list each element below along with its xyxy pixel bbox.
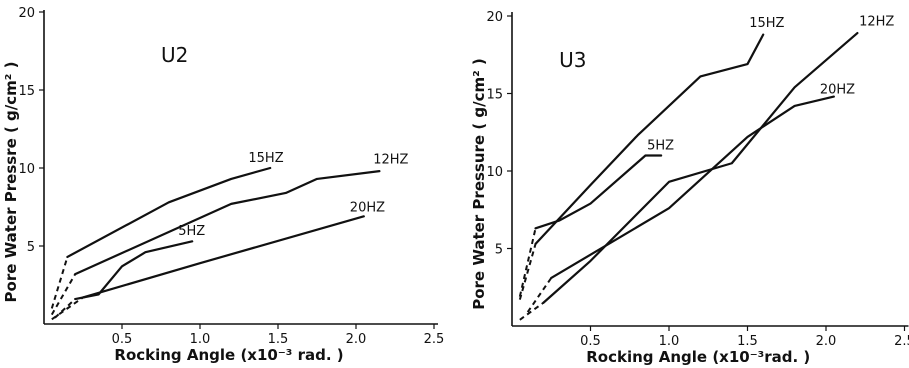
panel-1-y-tick-label: 5 [27, 240, 35, 255]
panel-1-series-2-label: 12HZ [373, 152, 408, 167]
panel-2-series-1-label: 15HZ [749, 16, 784, 31]
panel-1-series-3-dashed-segment [54, 298, 76, 319]
panel-1-x-tick-label: 2.5 [424, 332, 445, 347]
panel-2-series-2-label: 12HZ [859, 14, 894, 29]
panel-2-x-tick-label: 2.0 [816, 334, 837, 349]
panel-1-y-tick-label: 15 [18, 84, 35, 99]
panel-1-x-axis-title: Rocking Angle (x10⁻³ rad. ) [114, 346, 343, 364]
panel-2-label: U3 [559, 48, 586, 72]
panel-2-x-tick-label: 1.0 [659, 334, 680, 349]
panel-1-y-tick-label: 20 [18, 6, 35, 21]
panel-1-label: U2 [161, 43, 188, 67]
panel-2-x-tick-label: 2.5 [894, 334, 909, 349]
panel-1-y-axis-title: Pore Water Pressre ( g/cm² ) [2, 62, 20, 303]
panel-2-series-2-dashed-segment [519, 301, 544, 321]
panel-1-x-tick-label: 2.0 [346, 332, 367, 347]
panel-2-series-2-line [542, 31, 859, 304]
panel-1-x-tick-label: 0.5 [112, 332, 133, 347]
panel-2-y-axis-title: Pore Water Pressure ( g/cm² ) [470, 58, 488, 310]
panel-2-series-4-line [550, 95, 835, 280]
panel-1-series-3-label: 5HZ [178, 224, 205, 239]
panel-2-x-axis-title: Rocking Angle (x10⁻³rad. ) [586, 348, 810, 366]
panel-2-series-3-label: 5HZ [647, 138, 674, 153]
panel-2-y-tick-label: 15 [486, 88, 503, 103]
panel-2-series-3-line [534, 154, 663, 230]
panel-2-series-1-line [534, 33, 765, 245]
panel-1-series-2-line [74, 170, 381, 276]
panel-2-y-tick-label: 5 [495, 243, 503, 258]
panel-1-y-tick-label: 10 [18, 162, 35, 177]
panel-1-series-1-label: 15HZ [248, 151, 283, 166]
panel-2-series-4-dashed-segment [526, 277, 553, 313]
panel-2-series-1-dashed-segment [518, 243, 537, 300]
panel-1-series-1-line [66, 166, 272, 259]
panel-2-y-tick-label: 10 [486, 165, 503, 180]
panel-1-series-1-dashed-segment [50, 256, 69, 309]
panel-1-series-2-dashed-segment [50, 273, 77, 316]
panel-2-x-tick-label: 0.5 [580, 334, 601, 349]
panel-1-series-4-label: 20HZ [350, 201, 385, 216]
panel-2-x-tick-label: 1.5 [737, 334, 758, 349]
panel-2-series-4-label: 20HZ [820, 83, 855, 98]
panel-1-x-tick-label: 1.0 [190, 332, 211, 347]
panel-1-series-4-line [81, 215, 365, 299]
panel-1-x-tick-label: 1.5 [268, 332, 289, 347]
panel-2-y-tick-label: 20 [486, 10, 503, 25]
panel-2-series-3-dashed-segment [518, 228, 537, 297]
panel-1-series-4-dashed-segment [51, 296, 84, 321]
